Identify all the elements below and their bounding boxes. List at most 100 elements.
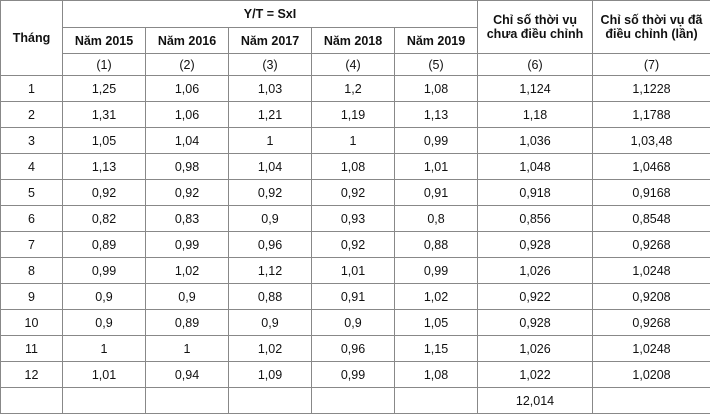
cell: 0,83: [145, 205, 229, 232]
cell: 0,96: [228, 231, 312, 258]
year-header: Năm 2017: [228, 27, 312, 54]
year-header: Năm 2019: [393, 27, 479, 54]
cell: 1,03: [228, 75, 312, 102]
cell: 1,02: [228, 335, 312, 362]
month-cell: 5: [0, 179, 63, 206]
group-header: Y/T = SxI: [61, 0, 479, 28]
cell: 1,06: [145, 101, 229, 128]
cell: 1,01: [62, 361, 146, 388]
cell: 0,9: [311, 309, 395, 336]
cell: 1,04: [228, 153, 312, 180]
cell: 0,928: [477, 309, 594, 336]
cell: 0,91: [393, 179, 479, 206]
column-number: (3): [228, 53, 312, 76]
data-row: 11 1 1 1,02 0,96 1,15 1,026 1,0248: [0, 335, 710, 362]
cell: 0,8: [393, 205, 479, 232]
cell: 0,9208: [592, 283, 710, 310]
column-number: (6): [477, 53, 594, 76]
cell: 0,96: [311, 335, 395, 362]
cell: 1,21: [228, 101, 312, 128]
cell: 1,08: [393, 75, 479, 102]
cell: 1,12: [228, 257, 312, 284]
cell: 1,048: [477, 153, 594, 180]
cell: 0,9: [228, 309, 312, 336]
month-cell: 8: [0, 257, 63, 284]
cell: 0,9268: [592, 309, 710, 336]
data-row: 3 1,05 1,04 1 1 0,99 1,036 1,03,48: [0, 127, 710, 154]
cell: 1,13: [393, 101, 479, 128]
month-cell: 9: [0, 283, 63, 310]
cell: 0,92: [311, 231, 395, 258]
empty-cell: [0, 387, 63, 414]
cell: 1,02: [393, 283, 479, 310]
cell: 0,92: [62, 179, 146, 206]
cell: 0,94: [145, 361, 229, 388]
cell: 1,0208: [592, 361, 710, 388]
year-header: Năm 2018: [311, 27, 395, 54]
cell: 1,06: [145, 75, 229, 102]
cell: 0,99: [311, 361, 395, 388]
cell: 0,856: [477, 205, 594, 232]
month-header: Tháng: [0, 0, 63, 76]
data-row: 12 1,01 0,94 1,09 0,99 1,08 1,022 1,0208: [0, 361, 710, 388]
cell: 0,9: [228, 205, 312, 232]
cell: 1,01: [393, 153, 479, 180]
cell: 1: [62, 335, 146, 362]
month-cell: 3: [0, 127, 63, 154]
cell: 0,9: [145, 283, 229, 310]
cell: 1,0468: [592, 153, 710, 180]
cell: 1: [311, 127, 395, 154]
cell: 0,88: [228, 283, 312, 310]
cell: 1,1228: [592, 75, 710, 102]
cell: 0,88: [393, 231, 479, 258]
month-cell: 7: [0, 231, 63, 258]
cell: 0,89: [62, 231, 146, 258]
month-cell: 2: [0, 101, 63, 128]
cell: 0,99: [62, 257, 146, 284]
cell: 0,91: [311, 283, 395, 310]
cell: 1,036: [477, 127, 594, 154]
cell: 1,03,48: [592, 127, 710, 154]
empty-cell: [228, 387, 312, 414]
cell: 0,92: [311, 179, 395, 206]
month-cell: 11: [0, 335, 63, 362]
data-row: 4 1,13 0,98 1,04 1,08 1,01 1,048 1,0468: [0, 153, 710, 180]
column-number: (2): [145, 53, 229, 76]
month-cell: 6: [0, 205, 63, 232]
cell: 1,05: [393, 309, 479, 336]
column-number: (1): [62, 53, 146, 76]
cell: 0,8548: [592, 205, 710, 232]
unadjusted-header: Chỉ số thời vụ chưa điều chỉnh: [477, 0, 594, 54]
cell: 1,18: [477, 101, 594, 128]
data-row: 6 0,82 0,83 0,9 0,93 0,8 0,856 0,8548: [0, 205, 710, 232]
cell: 1,022: [477, 361, 594, 388]
cell: 1,026: [477, 335, 594, 362]
empty-cell: [311, 387, 395, 414]
cell: 0,92: [145, 179, 229, 206]
cell: 1: [145, 335, 229, 362]
cell: 1,13: [62, 153, 146, 180]
cell: 0,82: [62, 205, 146, 232]
cell: 1,026: [477, 257, 594, 284]
cell: 1,0248: [592, 257, 710, 284]
data-row: 10 0,9 0,89 0,9 0,9 1,05 0,928 0,9268: [0, 309, 710, 336]
data-row: 5 0,92 0,92 0,92 0,92 0,91 0,918 0,9168: [0, 179, 710, 206]
cell: 1,15: [393, 335, 479, 362]
cell: 1,1788: [592, 101, 710, 128]
cell: 1,04: [145, 127, 229, 154]
cell: 0,92: [228, 179, 312, 206]
cell: 0,9: [62, 309, 146, 336]
cell: 1,2: [311, 75, 395, 102]
year-header: Năm 2016: [145, 27, 229, 54]
column-number: (4): [311, 53, 395, 76]
cell: 0,93: [311, 205, 395, 232]
cell: 1,02: [145, 257, 229, 284]
month-cell: 12: [0, 361, 63, 388]
month-cell: 4: [0, 153, 63, 180]
cell: 0,98: [145, 153, 229, 180]
cell: 1,05: [62, 127, 146, 154]
total-cell: 12,014: [477, 387, 594, 414]
cell: 0,99: [393, 257, 479, 284]
